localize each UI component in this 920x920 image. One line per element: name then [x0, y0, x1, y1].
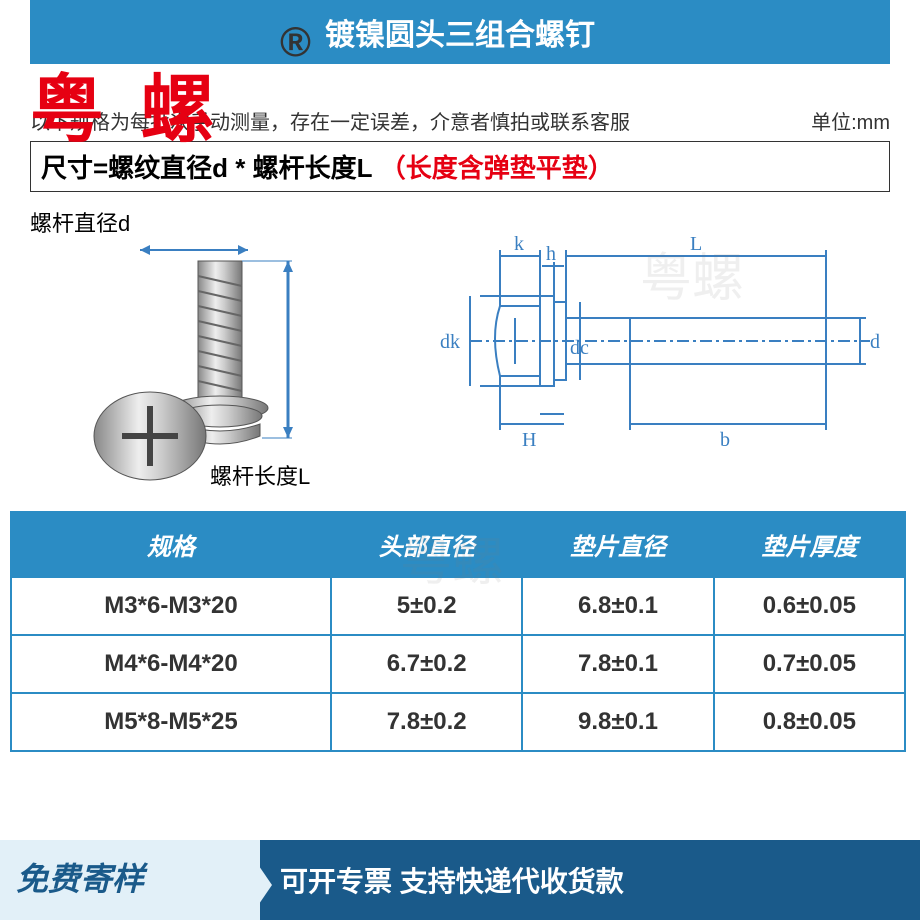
schematic-diagram: 粤螺 [430, 206, 890, 491]
footer-right: 可开专票 支持快递代收货款 [260, 840, 920, 920]
unit-label: 单位:mm [811, 106, 890, 135]
col-spec: 规格 [11, 512, 331, 577]
brand-overlay-text: 粤 螺 [30, 50, 223, 157]
spec-table: 规格 头部直径 垫片直径 垫片厚度 M3*6-M3*20 5±0.2 6.8±0… [10, 511, 906, 752]
schematic-svg: k h L dk dc d H b [430, 206, 890, 486]
screw-photo-illustration [30, 206, 430, 486]
dim-dc: dc [570, 337, 589, 359]
col-washer-thick: 垫片厚度 [714, 512, 905, 577]
footer-left: 免费寄样 [0, 840, 260, 920]
dim-L: L [690, 233, 702, 255]
table-row: M4*6-M4*20 6.7±0.2 7.8±0.1 0.7±0.05 [11, 635, 905, 693]
label-diameter: 螺杆直径d [30, 206, 130, 238]
dim-b: b [720, 429, 730, 451]
table-body: M3*6-M3*20 5±0.2 6.8±0.1 0.6±0.05 M4*6-M… [11, 577, 905, 751]
footer-arrow-icon [248, 850, 272, 920]
col-washer-dia: 垫片直径 [522, 512, 713, 577]
page-title: 镀镍圆头三组合螺钉 [325, 19, 595, 52]
footer-bar: 免费寄样 可开专票 支持快递代收货款 [0, 840, 920, 920]
footer-right-text: 可开专票 支持快递代收货款 [280, 866, 624, 897]
diagram-area: 螺杆直径d [0, 196, 920, 501]
formula-red: （长度含弹垫平垫） [380, 153, 614, 183]
table-row: M5*8-M5*25 7.8±0.2 9.8±0.1 0.8±0.05 [11, 693, 905, 751]
dim-k: k [514, 233, 524, 255]
dim-d: d [870, 331, 880, 353]
label-length: 螺杆长度L [210, 459, 310, 491]
dim-H: H [522, 429, 536, 451]
footer-left-text: 免费寄样 [16, 861, 144, 897]
dim-h: h [546, 243, 556, 265]
table-row: M3*6-M3*20 5±0.2 6.8±0.1 0.6±0.05 [11, 577, 905, 635]
dim-dk: dk [440, 331, 460, 353]
photo-diagram: 螺杆直径d [30, 206, 430, 491]
col-head-dia: 头部直径 [331, 512, 522, 577]
formula-black: 尺寸=螺纹直径d * 螺杆长度L [41, 153, 373, 183]
trademark-symbol: ® [280, 18, 311, 66]
